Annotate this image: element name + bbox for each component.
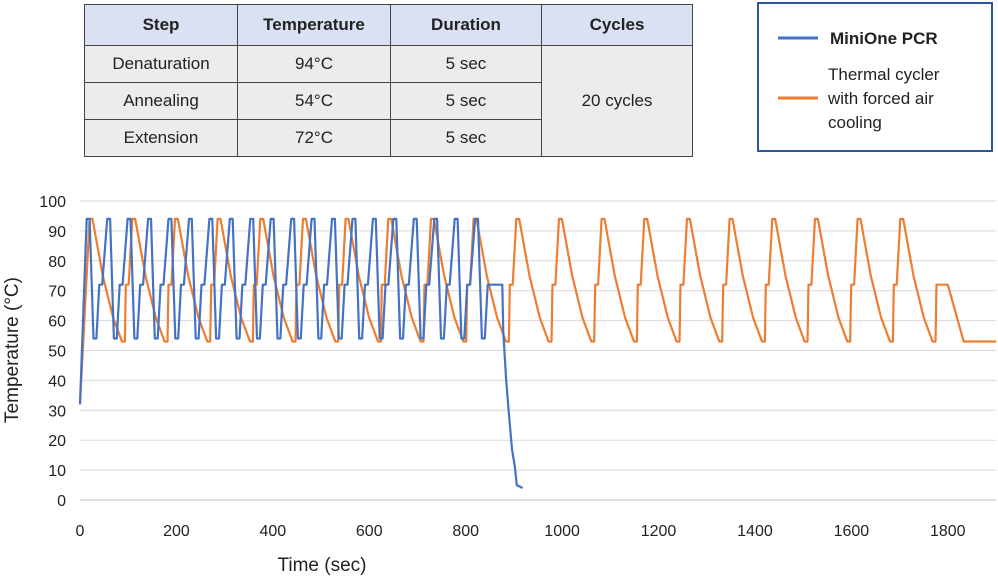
table-header-row: Step Temperature Duration Cycles — [84, 4, 693, 46]
x-tick-label: 1400 — [737, 523, 773, 540]
x-tick-label: 1200 — [641, 523, 677, 540]
cell-temperature: 94°C — [237, 45, 391, 83]
chart-legend — [757, 2, 993, 152]
y-tick-label: 80 — [48, 254, 66, 271]
y-tick-label: 60 — [48, 314, 66, 331]
y-tick-label: 90 — [48, 224, 66, 241]
y-tick-label: 50 — [48, 344, 66, 361]
legend-label-thermal-line2: with forced air — [827, 89, 934, 108]
y-tick-label: 100 — [39, 194, 66, 211]
table-row: Denaturation 94°C 5 sec 20 cycles — [84, 45, 693, 157]
header-cycles: Cycles — [541, 4, 693, 46]
x-tick-label: 1000 — [544, 523, 580, 540]
x-tick-label: 1800 — [930, 523, 966, 540]
header-step: Step — [84, 4, 238, 46]
y-axis-title: Temperature (°C) — [2, 277, 23, 423]
x-tick-label: 1600 — [834, 523, 870, 540]
x-tick-label: 200 — [163, 523, 190, 540]
cell-duration: 5 sec — [390, 119, 542, 157]
y-tick-label: 0 — [57, 493, 66, 510]
x-axis-title: Time (sec) — [277, 555, 366, 576]
series-layer — [78, 217, 996, 489]
x-tick-label: 600 — [356, 523, 383, 540]
x-tick-label: 800 — [452, 523, 479, 540]
x-tick-label: 0 — [76, 523, 85, 540]
legend-label-thermal-line3: cooling — [828, 113, 882, 132]
legend-layer: MiniOne PCR Thermal cycler with forced a… — [778, 29, 940, 132]
legend-label-thermal-line1: Thermal cycler — [828, 65, 940, 84]
series-line-miniOne — [78, 217, 524, 489]
y-tick-label: 10 — [48, 463, 66, 480]
series-line-thermal-cycler — [78, 217, 996, 405]
x-tick-label: 400 — [259, 523, 286, 540]
cell-cycles: 20 cycles — [541, 45, 693, 157]
cell-duration: 5 sec — [390, 82, 542, 120]
pcr-parameter-table: Step Temperature Duration Cycles Denatur… — [84, 4, 693, 157]
cell-temperature: 54°C — [237, 82, 391, 120]
cell-step: Denaturation — [84, 45, 238, 83]
table-row: Annealing 54°C 5 sec — [84, 82, 693, 120]
legend-label-miniOne: MiniOne PCR — [830, 29, 938, 48]
cell-step: Annealing — [84, 82, 238, 120]
y-tick-label: 20 — [48, 433, 66, 450]
cell-duration: 5 sec — [390, 45, 542, 83]
y-tick-label: 70 — [48, 284, 66, 301]
y-tick-label: 30 — [48, 403, 66, 420]
cell-step: Extension — [84, 119, 238, 157]
table-row: Extension 72°C 5 sec — [84, 119, 693, 157]
y-tick-label: 40 — [48, 373, 66, 390]
cell-temperature: 72°C — [237, 119, 391, 157]
